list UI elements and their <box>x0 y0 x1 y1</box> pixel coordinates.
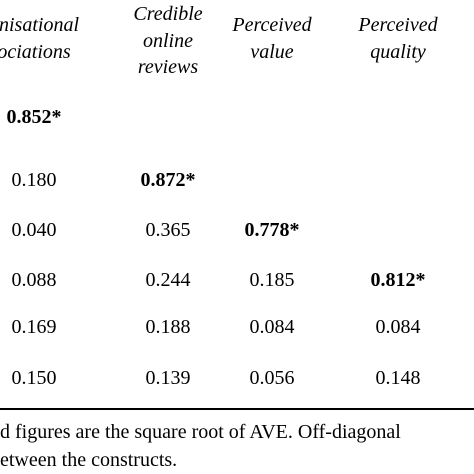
table-cell: 0.185 <box>249 269 295 291</box>
diagonal-cell: 0.778* <box>244 219 300 241</box>
table-cell: 0.084 <box>375 316 421 338</box>
bottom-rule <box>0 408 474 410</box>
column-header: Credible <box>133 3 203 25</box>
table-cell: 0.244 <box>145 269 191 291</box>
footnote: d figures are the square root of AVE. Of… <box>0 421 401 443</box>
table-cell: 0.084 <box>249 316 295 338</box>
table-cell: 0.139 <box>145 367 191 389</box>
table-cell: 0.040 <box>11 219 57 241</box>
table-cell: 0.150 <box>11 367 57 389</box>
table-cell: 0.088 <box>11 269 57 291</box>
column-header: reviews <box>137 56 199 78</box>
table-cell: 0.169 <box>11 316 57 338</box>
footnote: etween the constructs. <box>0 449 178 471</box>
column-header: value <box>250 41 294 63</box>
table-cell: 0.148 <box>375 367 421 389</box>
table-cell: 0.188 <box>145 316 191 338</box>
table-cell: 0.365 <box>145 219 191 241</box>
column-header: anisational <box>0 14 80 36</box>
diagonal-cell: 0.872* <box>140 169 196 191</box>
column-header: quality <box>370 41 426 63</box>
column-header: ociations <box>0 41 71 63</box>
table-cell: 0.056 <box>249 367 295 389</box>
table-cell: 0.180 <box>11 169 57 191</box>
diagonal-cell: 0.812* <box>370 269 426 291</box>
column-header: Perceived <box>232 14 312 36</box>
diagonal-cell: 0.852* <box>6 106 62 128</box>
column-header: Perceived <box>358 14 438 36</box>
column-header: online <box>143 29 193 52</box>
